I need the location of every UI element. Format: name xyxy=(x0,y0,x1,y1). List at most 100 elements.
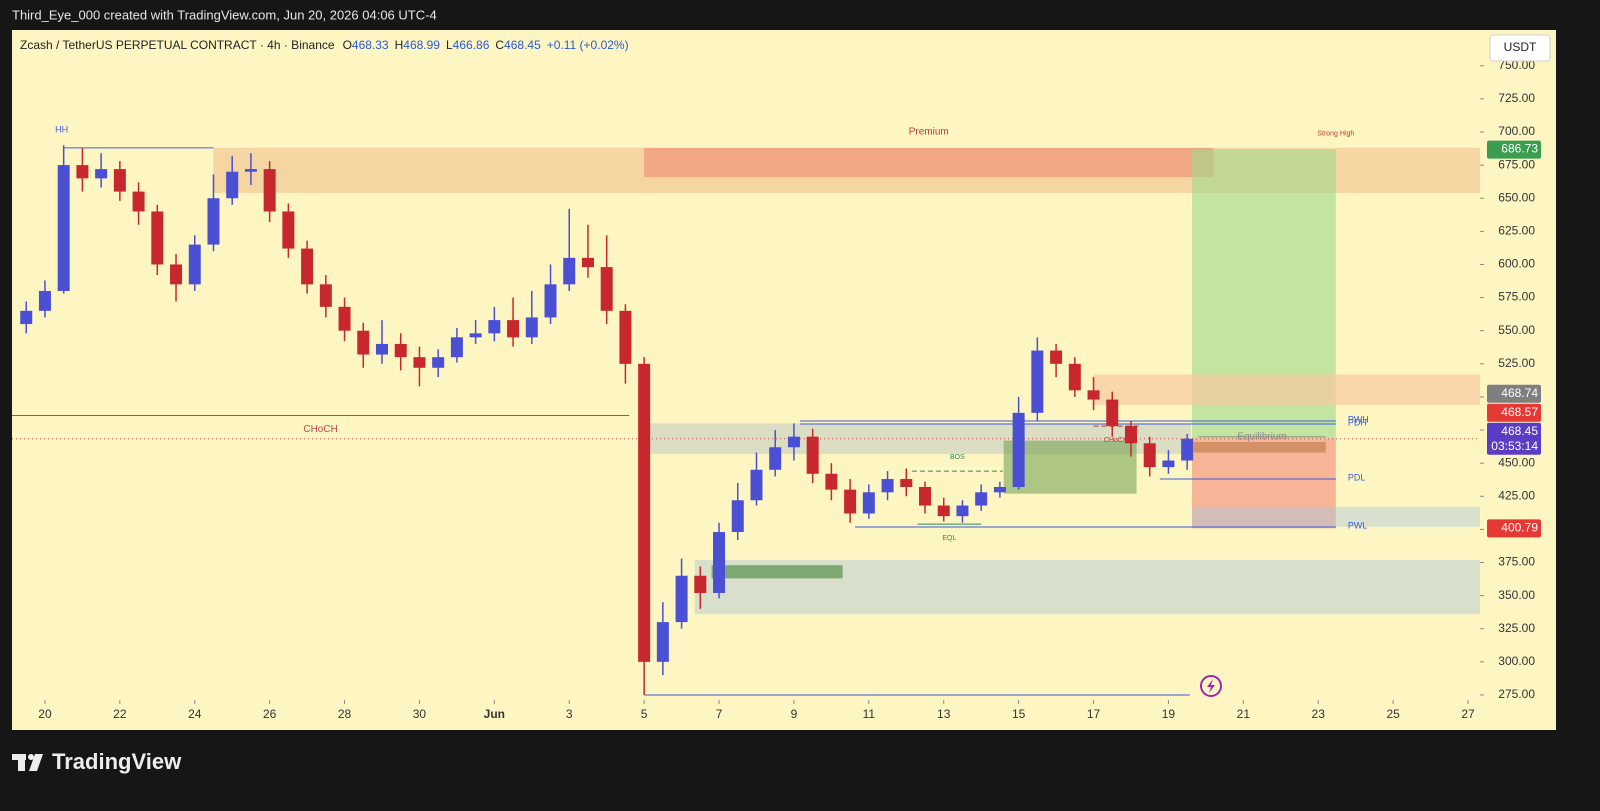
x-tick-label: 9 xyxy=(791,707,798,721)
candle-body xyxy=(1124,426,1137,444)
level-label: Equilibrium xyxy=(1237,432,1286,443)
price-tag-label: 468.57 xyxy=(1501,405,1538,419)
candle-body xyxy=(319,284,332,307)
price-tag xyxy=(1487,403,1541,422)
candle-body xyxy=(151,211,164,265)
level-label: PWL xyxy=(1348,520,1368,530)
y-tick-label: 300.00 xyxy=(1498,654,1535,668)
candle-body xyxy=(1106,399,1119,427)
candle-body xyxy=(675,575,688,623)
candle-body xyxy=(1031,350,1044,413)
candle-body xyxy=(769,447,782,470)
level-label: HH xyxy=(55,124,68,134)
candle-body xyxy=(76,165,89,179)
candle-body xyxy=(750,469,763,501)
candle-body xyxy=(656,622,669,662)
candle-body xyxy=(731,500,744,533)
candle-body xyxy=(975,492,988,506)
zone xyxy=(1192,506,1480,527)
x-tick-label: 24 xyxy=(188,707,202,721)
logo-part xyxy=(18,754,25,771)
candle-body xyxy=(20,310,33,325)
level-label: EQL xyxy=(942,535,956,542)
header: Zcash / TetherUS PERPETUAL CONTRACT · 4h… xyxy=(20,38,629,52)
y-tick-label: 575.00 xyxy=(1498,290,1535,304)
candle-body xyxy=(1012,412,1025,487)
candle-body xyxy=(993,486,1006,493)
candle-body xyxy=(713,532,726,593)
y-tick-label: 650.00 xyxy=(1498,190,1535,204)
candle-body xyxy=(900,479,913,487)
x-tick-label: 7 xyxy=(716,707,723,721)
x-tick-label: Jun xyxy=(484,707,505,721)
level-label: CHoCH xyxy=(1104,437,1128,444)
candle-body xyxy=(1050,350,1063,364)
y-tick-label: 425.00 xyxy=(1498,488,1535,502)
x-tick-label: 20 xyxy=(38,707,52,721)
x-tick-label: 21 xyxy=(1237,707,1251,721)
level-label: PWH xyxy=(1348,414,1369,424)
price-tag-label: 468.74 xyxy=(1501,386,1538,400)
candle-body xyxy=(188,244,201,285)
brand: TradingView xyxy=(52,749,182,774)
price-tag xyxy=(1487,140,1541,159)
candle-body xyxy=(544,284,557,318)
symbol: Zcash / TetherUS PERPETUAL CONTRACT · 4h… xyxy=(20,38,335,52)
y-tick-label: 600.00 xyxy=(1498,257,1535,271)
icon-ring xyxy=(1200,675,1222,697)
candle-body xyxy=(394,343,407,358)
ohlc-value: 468.99 xyxy=(403,38,440,52)
candle-body xyxy=(563,257,576,285)
x-tick-label: 25 xyxy=(1386,707,1400,721)
candle-body xyxy=(282,211,295,249)
candle-body xyxy=(581,257,594,268)
candle-body xyxy=(375,343,388,355)
x-tick-label: 15 xyxy=(1012,707,1026,721)
icon-bolt xyxy=(1207,679,1215,693)
y-tick-label: 350.00 xyxy=(1498,588,1535,602)
y-tick-label: 700.00 xyxy=(1498,124,1535,138)
candle-body xyxy=(207,198,220,245)
zone xyxy=(1193,441,1326,453)
level-label: CHoCH xyxy=(303,424,337,435)
level-label: BOS xyxy=(950,454,965,461)
price-tag-label: 468.45 xyxy=(1501,424,1538,438)
ohlc-value: 468.45 xyxy=(504,38,541,52)
brand-logo xyxy=(12,754,43,771)
candle-body xyxy=(488,320,501,334)
candle-body xyxy=(507,320,520,338)
level-label: PDL xyxy=(1348,472,1366,482)
candle-body xyxy=(170,264,183,285)
candle-body xyxy=(862,492,875,514)
zone xyxy=(644,147,1214,178)
y-tick-label: 275.00 xyxy=(1498,687,1535,701)
ohlc-key: C xyxy=(495,38,504,52)
level-label: PDH xyxy=(1348,417,1367,427)
currency: USDT xyxy=(1504,40,1537,54)
zone xyxy=(1192,438,1336,529)
candle-body xyxy=(600,267,613,311)
candle-body xyxy=(694,575,707,593)
alert-icon[interactable] xyxy=(1200,675,1222,697)
currency-button[interactable] xyxy=(1489,34,1551,62)
candle-body xyxy=(38,290,51,311)
x-tick-label: 27 xyxy=(1461,707,1475,721)
x-tick-label: 19 xyxy=(1162,707,1176,721)
x-tick-label: 17 xyxy=(1087,707,1101,721)
candle-body xyxy=(1162,460,1175,468)
candle-body xyxy=(1143,443,1156,468)
zone xyxy=(711,565,843,579)
y-tick-label: 625.00 xyxy=(1498,224,1535,238)
candle-body xyxy=(95,169,108,179)
candle-body xyxy=(263,169,276,212)
x-tick-label: 30 xyxy=(413,707,427,721)
price-tag xyxy=(1487,422,1541,455)
x-tick-label: 11 xyxy=(863,707,876,721)
candle-body xyxy=(57,165,70,291)
y-tick-label: 325.00 xyxy=(1498,621,1535,635)
price-tag xyxy=(1487,519,1541,538)
countdown: 03:53:14 xyxy=(1491,439,1538,453)
